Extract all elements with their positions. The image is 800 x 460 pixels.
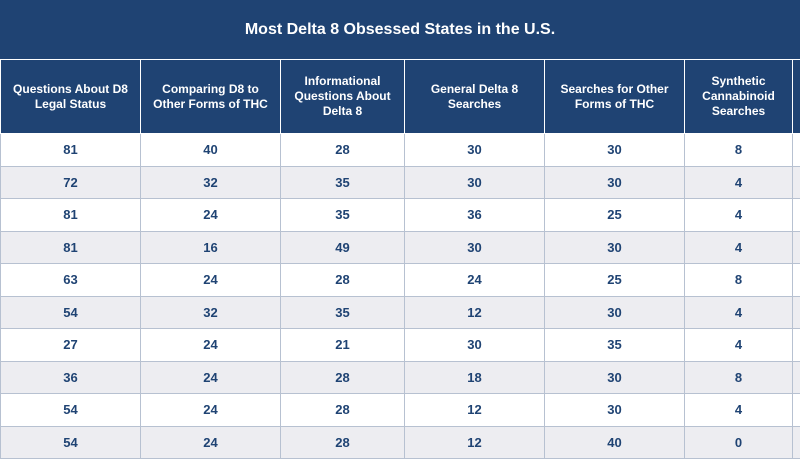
table-cell: 28 xyxy=(280,393,405,427)
table-cell: 35 xyxy=(280,165,405,199)
table-cell: 4 xyxy=(684,165,793,199)
column-header: Searches for Other Forms of THC xyxy=(544,59,685,134)
table-cell: 63 xyxy=(0,263,141,297)
table-cell: 30 xyxy=(544,393,685,427)
table-cell: 30 xyxy=(544,230,685,264)
column-header: Synthetic Cannabinoid Searches xyxy=(684,59,793,134)
table-cell: 12 xyxy=(404,295,545,329)
header-row: Questions About D8 Legal Status Comparing… xyxy=(0,59,800,134)
table-cell: 49 xyxy=(280,230,405,264)
table-cell: 24 xyxy=(140,198,281,232)
table-row: 72 32 35 30 30 4 xyxy=(0,165,800,199)
table-cell: 24 xyxy=(140,425,281,459)
table-cell: 72 xyxy=(0,165,141,199)
table-cell: 8 xyxy=(684,133,793,167)
table-cell: 4 xyxy=(684,393,793,427)
table-cell: 35 xyxy=(544,328,685,362)
table-cell: 4 xyxy=(684,328,793,362)
table-cell: 25 xyxy=(544,263,685,297)
table-cell: 0 xyxy=(684,425,793,459)
table-cell: 54 xyxy=(0,295,141,329)
table-cell: 12 xyxy=(404,425,545,459)
table-cell: 40 xyxy=(544,425,685,459)
table-row: 63 24 28 24 25 8 xyxy=(0,263,800,297)
table-cell: 81 xyxy=(0,198,141,232)
table-row: 54 24 28 12 30 4 xyxy=(0,393,800,427)
table-cell xyxy=(792,393,800,427)
table-cell: 30 xyxy=(404,230,545,264)
table-cell: 18 xyxy=(404,360,545,394)
table-cell xyxy=(792,425,800,459)
table-cell: 36 xyxy=(404,198,545,232)
table-cell: 32 xyxy=(140,165,281,199)
table-cell: 16 xyxy=(140,230,281,264)
table-cell: 28 xyxy=(280,425,405,459)
table-cell xyxy=(792,295,800,329)
table-cell: 24 xyxy=(140,328,281,362)
chart-title: Most Delta 8 Obsessed States in the U.S. xyxy=(0,0,800,60)
table-row: 81 16 49 30 30 4 xyxy=(0,230,800,264)
table-cell xyxy=(792,263,800,297)
table-cell: 28 xyxy=(280,133,405,167)
table-cell: 35 xyxy=(280,295,405,329)
table-cell xyxy=(792,198,800,232)
table-cell: 30 xyxy=(404,133,545,167)
column-header xyxy=(792,59,800,134)
table-cell: 4 xyxy=(684,198,793,232)
table-cell: 8 xyxy=(684,360,793,394)
table-cell: 81 xyxy=(0,133,141,167)
table-cell: 54 xyxy=(0,393,141,427)
table-row: 81 40 28 30 30 8 xyxy=(0,133,800,167)
table-row: 54 32 35 12 30 4 xyxy=(0,295,800,329)
table-cell: 35 xyxy=(280,198,405,232)
table-cell xyxy=(792,360,800,394)
table-row: 36 24 28 18 30 8 xyxy=(0,360,800,394)
table-cell: 30 xyxy=(404,165,545,199)
table-body: 81 40 28 30 30 8 72 32 35 30 30 4 81 24 35 36 25 4 81 16 49 3… xyxy=(0,133,800,459)
table-cell: 28 xyxy=(280,360,405,394)
table-cell: 28 xyxy=(280,263,405,297)
column-header: General Delta 8 Searches xyxy=(404,59,545,134)
table-cell: 40 xyxy=(140,133,281,167)
table-cell: 54 xyxy=(0,425,141,459)
table-cell xyxy=(792,133,800,167)
table-cell: 30 xyxy=(404,328,545,362)
table-cell: 36 xyxy=(0,360,141,394)
table-cell: 25 xyxy=(544,198,685,232)
table-cell xyxy=(792,230,800,264)
table-row: 81 24 35 36 25 4 xyxy=(0,198,800,232)
table-cell: 32 xyxy=(140,295,281,329)
table-cell: 27 xyxy=(0,328,141,362)
table-cell: 24 xyxy=(140,393,281,427)
table-cell: 4 xyxy=(684,295,793,329)
table-cell xyxy=(792,328,800,362)
data-table: Questions About D8 Legal Status Comparing… xyxy=(0,59,800,459)
table-cell: 24 xyxy=(404,263,545,297)
table-cell: 30 xyxy=(544,295,685,329)
column-header: Informational Questions About Delta 8 xyxy=(280,59,405,134)
table-cell: 30 xyxy=(544,165,685,199)
column-header: Questions About D8 Legal Status xyxy=(0,59,141,134)
table-cell: 81 xyxy=(0,230,141,264)
table-cell: 4 xyxy=(684,230,793,264)
table-cell: 30 xyxy=(544,133,685,167)
table-cell: 24 xyxy=(140,360,281,394)
table-cell: 30 xyxy=(544,360,685,394)
table-cell: 21 xyxy=(280,328,405,362)
table-row: 27 24 21 30 35 4 xyxy=(0,328,800,362)
table-cell: 12 xyxy=(404,393,545,427)
table-cell: 8 xyxy=(684,263,793,297)
column-header: Comparing D8 to Other Forms of THC xyxy=(140,59,281,134)
table-cell xyxy=(792,165,800,199)
table-cell: 24 xyxy=(140,263,281,297)
table-row: 54 24 28 12 40 0 xyxy=(0,425,800,459)
